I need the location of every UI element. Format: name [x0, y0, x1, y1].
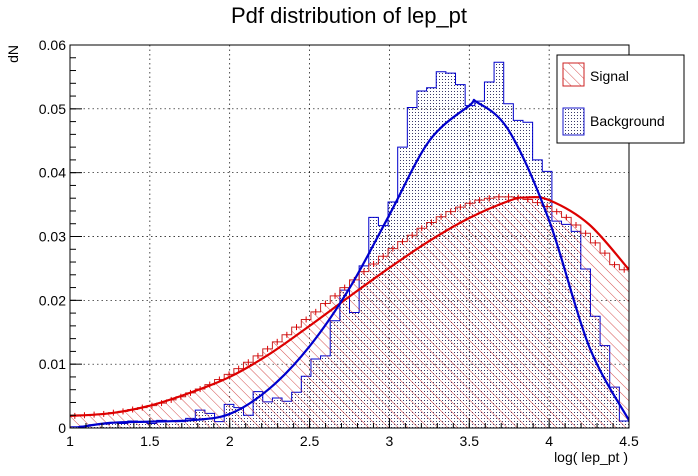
- x-tick-label: 2.5: [300, 433, 320, 449]
- y-tick-label: 0: [58, 420, 66, 436]
- x-tick-label: 2: [226, 433, 234, 449]
- y-axis-label: dN: [5, 45, 21, 63]
- y-tick-label: 0.04: [39, 165, 66, 181]
- legend-signal-label: Signal: [590, 68, 629, 84]
- legend: Signal Background: [556, 54, 685, 144]
- legend-background-swatch: [562, 107, 585, 136]
- x-axis: 1 1.5 2 2.5 3 3.5 4 4.5: [66, 418, 639, 449]
- y-tick-label: 0.02: [39, 292, 66, 308]
- y-tick-label: 0.01: [39, 356, 66, 372]
- signal-histogram-bars: [69, 196, 630, 429]
- x-tick-label: 4.5: [619, 433, 639, 449]
- x-tick-label: 1.5: [140, 433, 160, 449]
- x-tick-label: 1: [66, 433, 74, 449]
- background-curve: [77, 98, 629, 428]
- y-tick-label: 0.03: [39, 229, 66, 245]
- y-tick-label: 0.06: [39, 37, 66, 53]
- legend-background-label: Background: [590, 113, 665, 129]
- y-tick-label: 0.05: [39, 101, 66, 117]
- signal-curve: [70, 196, 629, 417]
- x-tick-label: 3.5: [460, 433, 480, 449]
- y-axis: 0 0.01 0.02 0.03 0.04 0.05 0.06: [39, 37, 82, 436]
- signal-histogram: [69, 196, 630, 429]
- x-tick-label: 4: [545, 433, 553, 449]
- x-axis-label: log( lep_pt ): [554, 449, 628, 465]
- legend-signal-swatch: [562, 62, 585, 87]
- x-tick-label: 3: [386, 433, 394, 449]
- chart-title: Pdf distribution of lep_pt: [231, 3, 467, 28]
